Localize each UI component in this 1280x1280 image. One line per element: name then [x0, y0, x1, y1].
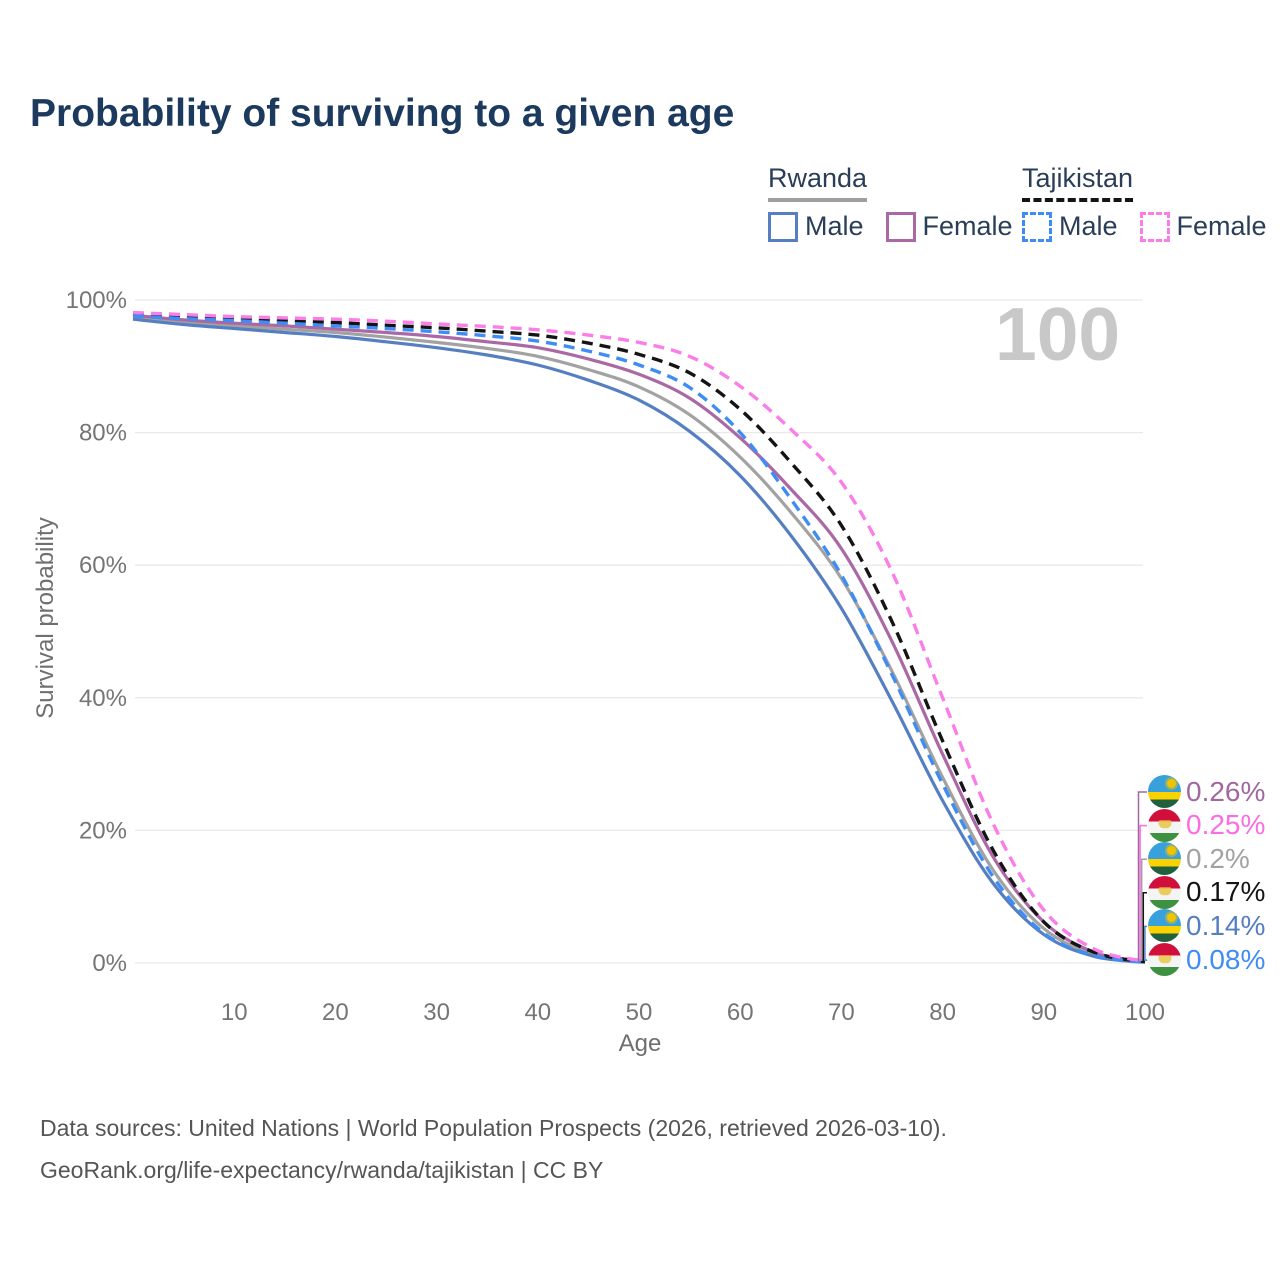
footer: Data sources: United Nations | World Pop… — [40, 1108, 947, 1192]
tajikistan-dashed-line-sample — [1022, 198, 1134, 202]
rwanda-female-swatch — [885, 211, 916, 242]
y-axis-title: Survival probability — [32, 517, 59, 719]
rwanda-male-swatch — [768, 211, 798, 242]
rwanda-flag-icon — [1148, 909, 1181, 943]
x-tick-label: 50 — [626, 999, 653, 1026]
end-value-label: 0.25% — [1186, 809, 1266, 841]
x-tick-label: 60 — [727, 999, 754, 1026]
y-tick-label: 40% — [79, 685, 127, 712]
end-label-row: 0.2% — [1148, 842, 1250, 876]
tajikistan-flag-icon — [1148, 808, 1181, 842]
series-line-rwanda-male[interactable] — [132, 317, 1146, 964]
y-tick-label: 100% — [66, 287, 127, 314]
x-tick-label: 100 — [1125, 999, 1165, 1026]
y-tick-label: 20% — [79, 817, 127, 844]
y-tick-label: 60% — [79, 552, 127, 579]
age-watermark: 100 — [995, 292, 1121, 376]
end-label-row: 0.14% — [1148, 909, 1266, 943]
x-tick-label: 20 — [322, 999, 349, 1026]
legend-item-rwanda-female[interactable]: Female — [885, 211, 1013, 242]
end-label-connector — [1139, 824, 1147, 961]
legend-group-rwanda: Rwanda Male Female — [768, 163, 1013, 242]
end-label-row: 0.08% — [1148, 943, 1265, 976]
tajikistan-male-swatch — [1022, 211, 1052, 242]
tajikistan-flag-icon — [1148, 943, 1181, 976]
end-value-label: 0.14% — [1186, 909, 1266, 941]
rwanda-solid-line-sample — [768, 198, 868, 202]
legend-item-tajikistan-female[interactable]: Female — [1139, 211, 1267, 242]
end-label-connector — [1144, 925, 1147, 961]
rwanda-flag-icon — [1148, 775, 1181, 808]
legend-item-tajikistan-male[interactable]: Male — [1022, 211, 1118, 242]
legend-item-label: Male — [805, 211, 864, 241]
x-tick-label: 40 — [524, 999, 551, 1026]
end-value-label: 0.26% — [1186, 775, 1266, 807]
x-axis-title: Age — [618, 1030, 662, 1057]
end-label-connector — [1140, 858, 1147, 961]
rwanda-flag-icon — [1148, 842, 1181, 876]
legend-item-label: Male — [1059, 211, 1118, 241]
data-sources-text: Data sources: United Nations | World Pop… — [40, 1115, 947, 1141]
end-value-label: 0.17% — [1186, 876, 1266, 908]
series-line-rwanda-female[interactable] — [132, 313, 1146, 963]
x-tick-label: 30 — [423, 999, 450, 1026]
legend-item-rwanda-male[interactable]: Male — [768, 211, 864, 242]
tajikistan-flag-icon — [1148, 875, 1181, 909]
end-label-connector — [1137, 791, 1147, 961]
series-line-tajikistan-both-sexes[interactable] — [132, 312, 1146, 964]
y-tick-label: 80% — [79, 420, 127, 447]
x-tick-label: 80 — [929, 999, 956, 1026]
legend-group-tajikistan: Tajikistan Male Female — [1022, 163, 1267, 242]
legend-country-rwanda: Rwanda — [768, 163, 868, 193]
x-tick-label: 10 — [221, 999, 248, 1026]
end-label-connector — [1145, 959, 1148, 961]
attribution-text: GeoRank.org/life-expectancy/rwanda/tajik… — [40, 1156, 604, 1183]
end-label-connector — [1142, 892, 1147, 961]
series-line-rwanda-both-sexes[interactable] — [132, 315, 1146, 964]
legend-item-label: Female — [922, 211, 1013, 241]
page-title: Probability of surviving to a given age — [30, 92, 735, 135]
legend-country-tajikistan: Tajikistan — [1022, 163, 1134, 193]
end-label-row: 0.17% — [1148, 875, 1266, 909]
x-tick-label: 90 — [1030, 999, 1057, 1026]
end-value-label: 0.08% — [1186, 943, 1266, 975]
end-label-row: 0.26% — [1148, 775, 1265, 808]
series-line-tajikistan-male[interactable] — [132, 314, 1146, 965]
end-label-row: 0.25% — [1148, 808, 1266, 842]
series-line-tajikistan-female[interactable] — [132, 310, 1146, 963]
legend-item-label: Female — [1176, 211, 1267, 241]
x-tick-label: 70 — [828, 999, 855, 1026]
y-tick-label: 0% — [92, 950, 127, 977]
tajikistan-female-swatch — [1139, 211, 1170, 242]
end-value-label: 0.2% — [1186, 842, 1250, 874]
